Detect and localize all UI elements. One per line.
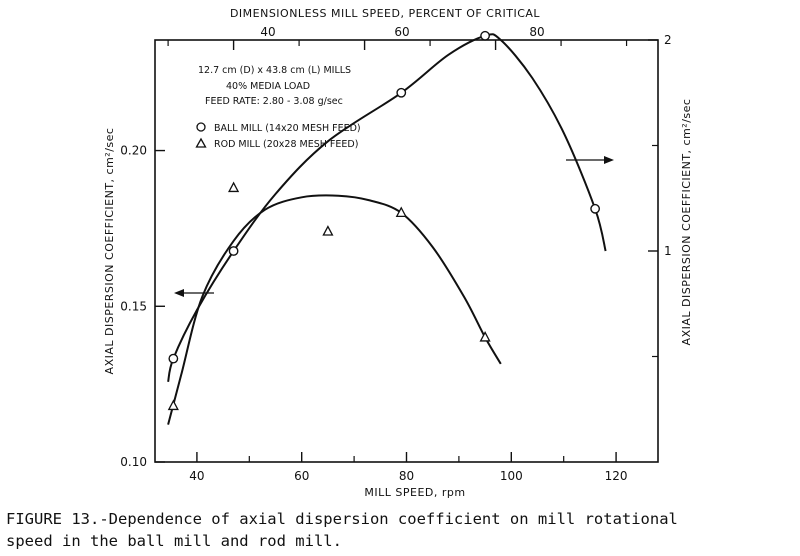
chart: DIMENSIONLESS MILL SPEED, PERCENT OF CRI… bbox=[103, 7, 693, 499]
top-axis-title: DIMENSIONLESS MILL SPEED, PERCENT OF CRI… bbox=[230, 7, 540, 20]
top-tick-label: 60 bbox=[394, 25, 409, 39]
x-tick-label: 120 bbox=[605, 469, 628, 483]
legend-triangle-marker bbox=[195, 137, 207, 148]
x-tick-label: 40 bbox=[189, 469, 204, 483]
ball-mill-point bbox=[396, 87, 407, 98]
top-tick-label: 40 bbox=[260, 25, 275, 39]
feed-rate-note: FEED RATE: 2.80 - 3.08 g/sec bbox=[205, 96, 343, 107]
y-axis-title-left: AXIAL DISPERSION COEFFICIENT, cm²/sec bbox=[103, 128, 116, 375]
x-tick-label: 60 bbox=[294, 469, 309, 483]
y-right-tick-label: 1 bbox=[664, 244, 672, 258]
rod-mill-point bbox=[322, 225, 334, 236]
y-right-tick-label: 2 bbox=[664, 33, 672, 47]
rod-mill-point bbox=[228, 181, 240, 193]
top-tick-label: 80 bbox=[529, 25, 544, 39]
media-load-note: 40% MEDIA LOAD bbox=[226, 81, 310, 92]
rod-mill-point bbox=[479, 331, 491, 342]
ball-mill-curve bbox=[167, 33, 607, 383]
y-left-tick-label: 0.15 bbox=[120, 299, 147, 313]
ball-mill-point bbox=[228, 246, 239, 256]
ball-mill-point bbox=[590, 203, 601, 214]
legend-circle-marker bbox=[196, 122, 206, 132]
rod-mill-curve bbox=[167, 194, 502, 425]
x-tick-label: 100 bbox=[500, 469, 523, 483]
caption-line-2: speed in the ball mill and rod mill. bbox=[6, 532, 342, 550]
y-left-tick-label: 0.10 bbox=[120, 455, 147, 469]
ball-mill-point bbox=[168, 353, 179, 364]
x-tick-label: 80 bbox=[399, 469, 414, 483]
caption-line-1: FIGURE 13.-Dependence of axial dispersio… bbox=[6, 510, 678, 528]
arrow-right-axis bbox=[566, 156, 614, 164]
mill-size-note: 12.7 cm (D) x 43.8 cm (L) MILLS bbox=[198, 65, 351, 76]
x-axis-title: MILL SPEED, rpm bbox=[364, 486, 465, 499]
rod-mill-point bbox=[395, 206, 407, 217]
legend-ball-mill: BALL MILL (14x20 MESH FEED) bbox=[214, 123, 361, 134]
figure-caption: FIGURE 13.-Dependence of axial dispersio… bbox=[6, 508, 798, 552]
y-left-tick-label: 0.20 bbox=[120, 144, 147, 158]
arrow-left-axis bbox=[174, 289, 214, 297]
rod-mill-point bbox=[167, 399, 179, 411]
ball-mill-point bbox=[480, 30, 490, 41]
y-axis-title-right: AXIAL DISPERSION COEFFICIENT, cm²/sec bbox=[680, 99, 693, 346]
legend-rod-mill: ROD MILL (20x28 MESH FEED) bbox=[214, 139, 358, 150]
